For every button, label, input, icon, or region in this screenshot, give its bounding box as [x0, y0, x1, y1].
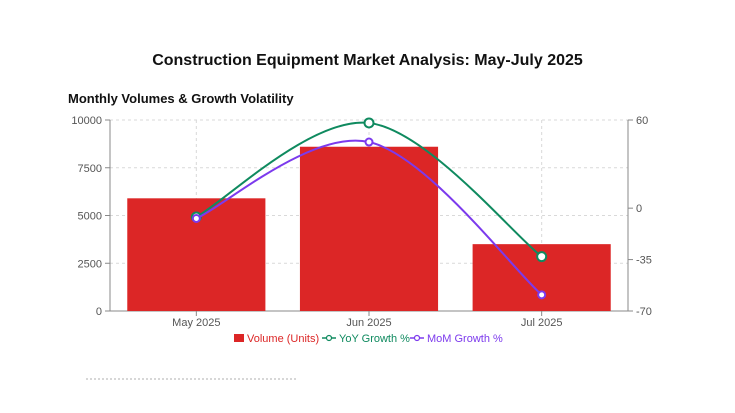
y-left-tick-label: 7500: [78, 163, 102, 175]
legend-label[interactable]: MoM Growth %: [427, 333, 503, 345]
point-mom[interactable]: [364, 137, 374, 147]
point-yoy[interactable]: [536, 251, 548, 263]
y-right-tick-label: -35: [636, 255, 652, 267]
legend-swatch-marker: [413, 334, 421, 342]
y-left-tick-label: 2500: [78, 258, 102, 270]
x-tick-label: Jun 2025: [346, 317, 391, 329]
y-left-tick-label: 0: [96, 306, 102, 318]
decorative-dots: [86, 378, 296, 382]
point-mom[interactable]: [537, 290, 547, 300]
bar-volume[interactable]: [299, 146, 439, 311]
x-tick-label: May 2025: [172, 317, 220, 329]
y-left-tick-label: 5000: [78, 211, 102, 223]
legend-swatch-volume: [234, 334, 244, 342]
chart-subtitle: Monthly Volumes & Growth Volatility: [68, 91, 294, 106]
point-mom[interactable]: [191, 213, 201, 223]
legend-label[interactable]: Volume (Units): [247, 333, 319, 345]
y-left-tick-label: 10000: [71, 115, 102, 127]
legend-label[interactable]: YoY Growth %: [339, 333, 410, 345]
y-right-tick-label: 60: [636, 115, 648, 127]
y-right-tick-label: -70: [636, 306, 652, 318]
point-yoy[interactable]: [363, 117, 375, 129]
page-title: Construction Equipment Market Analysis: …: [152, 52, 583, 69]
legend-swatch-marker: [325, 334, 333, 342]
y-right-tick-label: 0: [636, 203, 642, 215]
x-tick-label: Jul 2025: [521, 317, 563, 329]
